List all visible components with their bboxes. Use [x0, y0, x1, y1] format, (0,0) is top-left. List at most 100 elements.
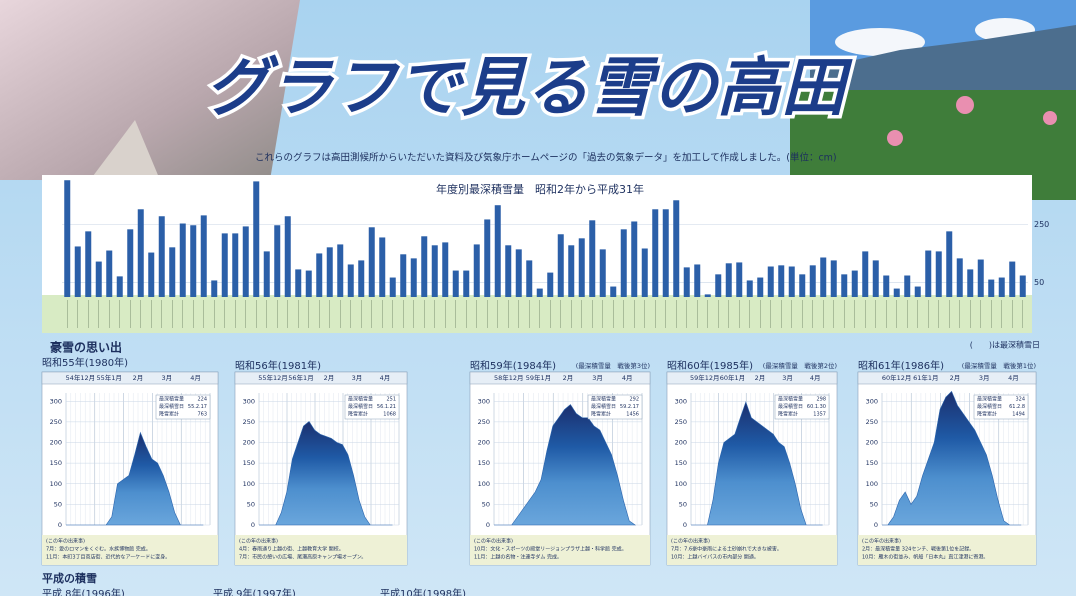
y-tick-label: 250	[866, 418, 878, 426]
info-box	[587, 394, 643, 420]
y-tick-label: 150	[50, 459, 62, 467]
y-tick-label: 100	[50, 480, 62, 488]
info-value: 56.1.21	[377, 404, 396, 410]
main-title: グラフで見る雪の高田	[205, 52, 853, 126]
info-label: 最深積雪量	[159, 396, 184, 403]
y-tick-label: 300	[243, 397, 255, 405]
month-label: 3月	[782, 374, 793, 382]
chart-title: 昭和59年(1984年)	[470, 359, 556, 372]
info-label: 最深積雪日	[348, 403, 373, 410]
bar	[883, 275, 890, 297]
bar	[578, 238, 585, 297]
events-box	[470, 535, 650, 565]
y-tick-label: 250	[243, 418, 255, 426]
bar	[557, 234, 564, 297]
bar	[379, 237, 386, 297]
bar	[505, 245, 512, 297]
bar	[515, 249, 522, 297]
info-label: 降雪累計	[977, 411, 997, 418]
bar	[904, 275, 911, 297]
month-band	[666, 371, 838, 385]
bar	[736, 262, 743, 297]
bar	[715, 274, 722, 297]
chart-title: 昭和55年(1980年)	[42, 356, 128, 369]
info-value: 292	[629, 397, 639, 403]
lotus	[956, 96, 974, 114]
month-label: 59年1月	[526, 373, 551, 382]
info-label: 最深積雪量	[977, 396, 1002, 403]
month-label: 56年1月	[288, 373, 313, 382]
bar	[988, 279, 995, 297]
y-tick-label: 200	[866, 439, 878, 447]
bar	[641, 248, 648, 297]
info-value: 1494	[1012, 412, 1025, 418]
month-band	[234, 371, 408, 385]
chart-title: 年度別最深積雪量 昭和2年から平成31年	[436, 182, 644, 196]
bar	[284, 216, 291, 297]
bar	[347, 264, 354, 297]
rank-note: (最深積雪量 戦後第3位)	[576, 361, 650, 370]
month-label: 3月	[979, 374, 990, 382]
month-label: 2月	[563, 374, 574, 382]
mountain	[810, 25, 1076, 90]
bar	[242, 226, 249, 297]
event-line: (この年の出来事)	[46, 538, 85, 545]
bar	[799, 274, 806, 297]
y-tick-label: 300	[866, 397, 878, 405]
y-tick-label: 200	[478, 439, 490, 447]
info-label: 降雪累計	[591, 411, 611, 418]
event-line: 7月：市民の憩いの広場、尾瀬高原キャンプ場オープン。	[239, 554, 366, 561]
bar	[358, 260, 365, 297]
y-tick-label: 150	[243, 459, 255, 467]
bar	[442, 242, 449, 297]
bar	[778, 265, 785, 297]
bar	[925, 250, 932, 297]
y-tick-label: 50	[679, 500, 687, 508]
bar	[127, 229, 134, 297]
year-title: 平成10年(1998年)	[380, 587, 466, 596]
bar	[389, 277, 396, 297]
events-box	[42, 535, 218, 565]
y-tick-label: 50	[482, 500, 490, 508]
y-tick-label: 150	[866, 459, 878, 467]
bar	[421, 236, 428, 297]
bar	[694, 264, 701, 297]
chart-title: 昭和56年(1981年)	[235, 359, 321, 372]
info-value: 61.2.8	[1009, 404, 1025, 410]
info-label: 降雪累計	[778, 411, 798, 418]
month-label: 3月	[352, 374, 363, 382]
event-line: 11月：本町3丁目商店街、近代的なアーケードに変身。	[46, 554, 170, 561]
month-label: 4月	[1008, 374, 1019, 382]
snow-area	[691, 401, 823, 526]
note: これらのグラフは高田測候所からいただいた資料及び気象庁ホームページの「過去の気象…	[255, 152, 837, 164]
info-label: 最深積雪日	[778, 403, 803, 410]
month-label: 58年12月	[494, 373, 524, 382]
bar	[431, 245, 438, 297]
event-line: 11月：上越の名物・注連寺ダム 完成。	[474, 554, 562, 561]
event-line: 10月：上越バイパスの市内部分 開通。	[671, 554, 759, 561]
month-label: 4月	[810, 374, 821, 382]
info-label: 最深積雪量	[591, 396, 616, 403]
month-label: 3月	[592, 374, 603, 382]
info-value: 298	[816, 397, 826, 403]
info-box	[774, 394, 830, 420]
chart-title: 昭和60年(1985年)	[667, 359, 753, 372]
cloud	[835, 28, 925, 56]
info-value: 251	[386, 397, 396, 403]
bar	[95, 261, 102, 297]
section-title: 豪雪の思い出	[50, 340, 122, 355]
info-value: 59.2.17	[620, 404, 639, 410]
bar	[74, 246, 81, 297]
month-label: 2月	[755, 374, 766, 382]
bar	[221, 233, 228, 297]
bar	[547, 272, 554, 297]
bar	[1019, 275, 1026, 297]
month-label: 55年1月	[96, 373, 121, 382]
bar	[599, 249, 606, 297]
y-tick-label: 300	[675, 397, 687, 405]
y-tick-label: 0	[874, 521, 878, 529]
bar	[337, 244, 344, 297]
bar	[683, 267, 690, 297]
month-label: 54年12月	[66, 373, 96, 382]
bar	[820, 257, 827, 297]
